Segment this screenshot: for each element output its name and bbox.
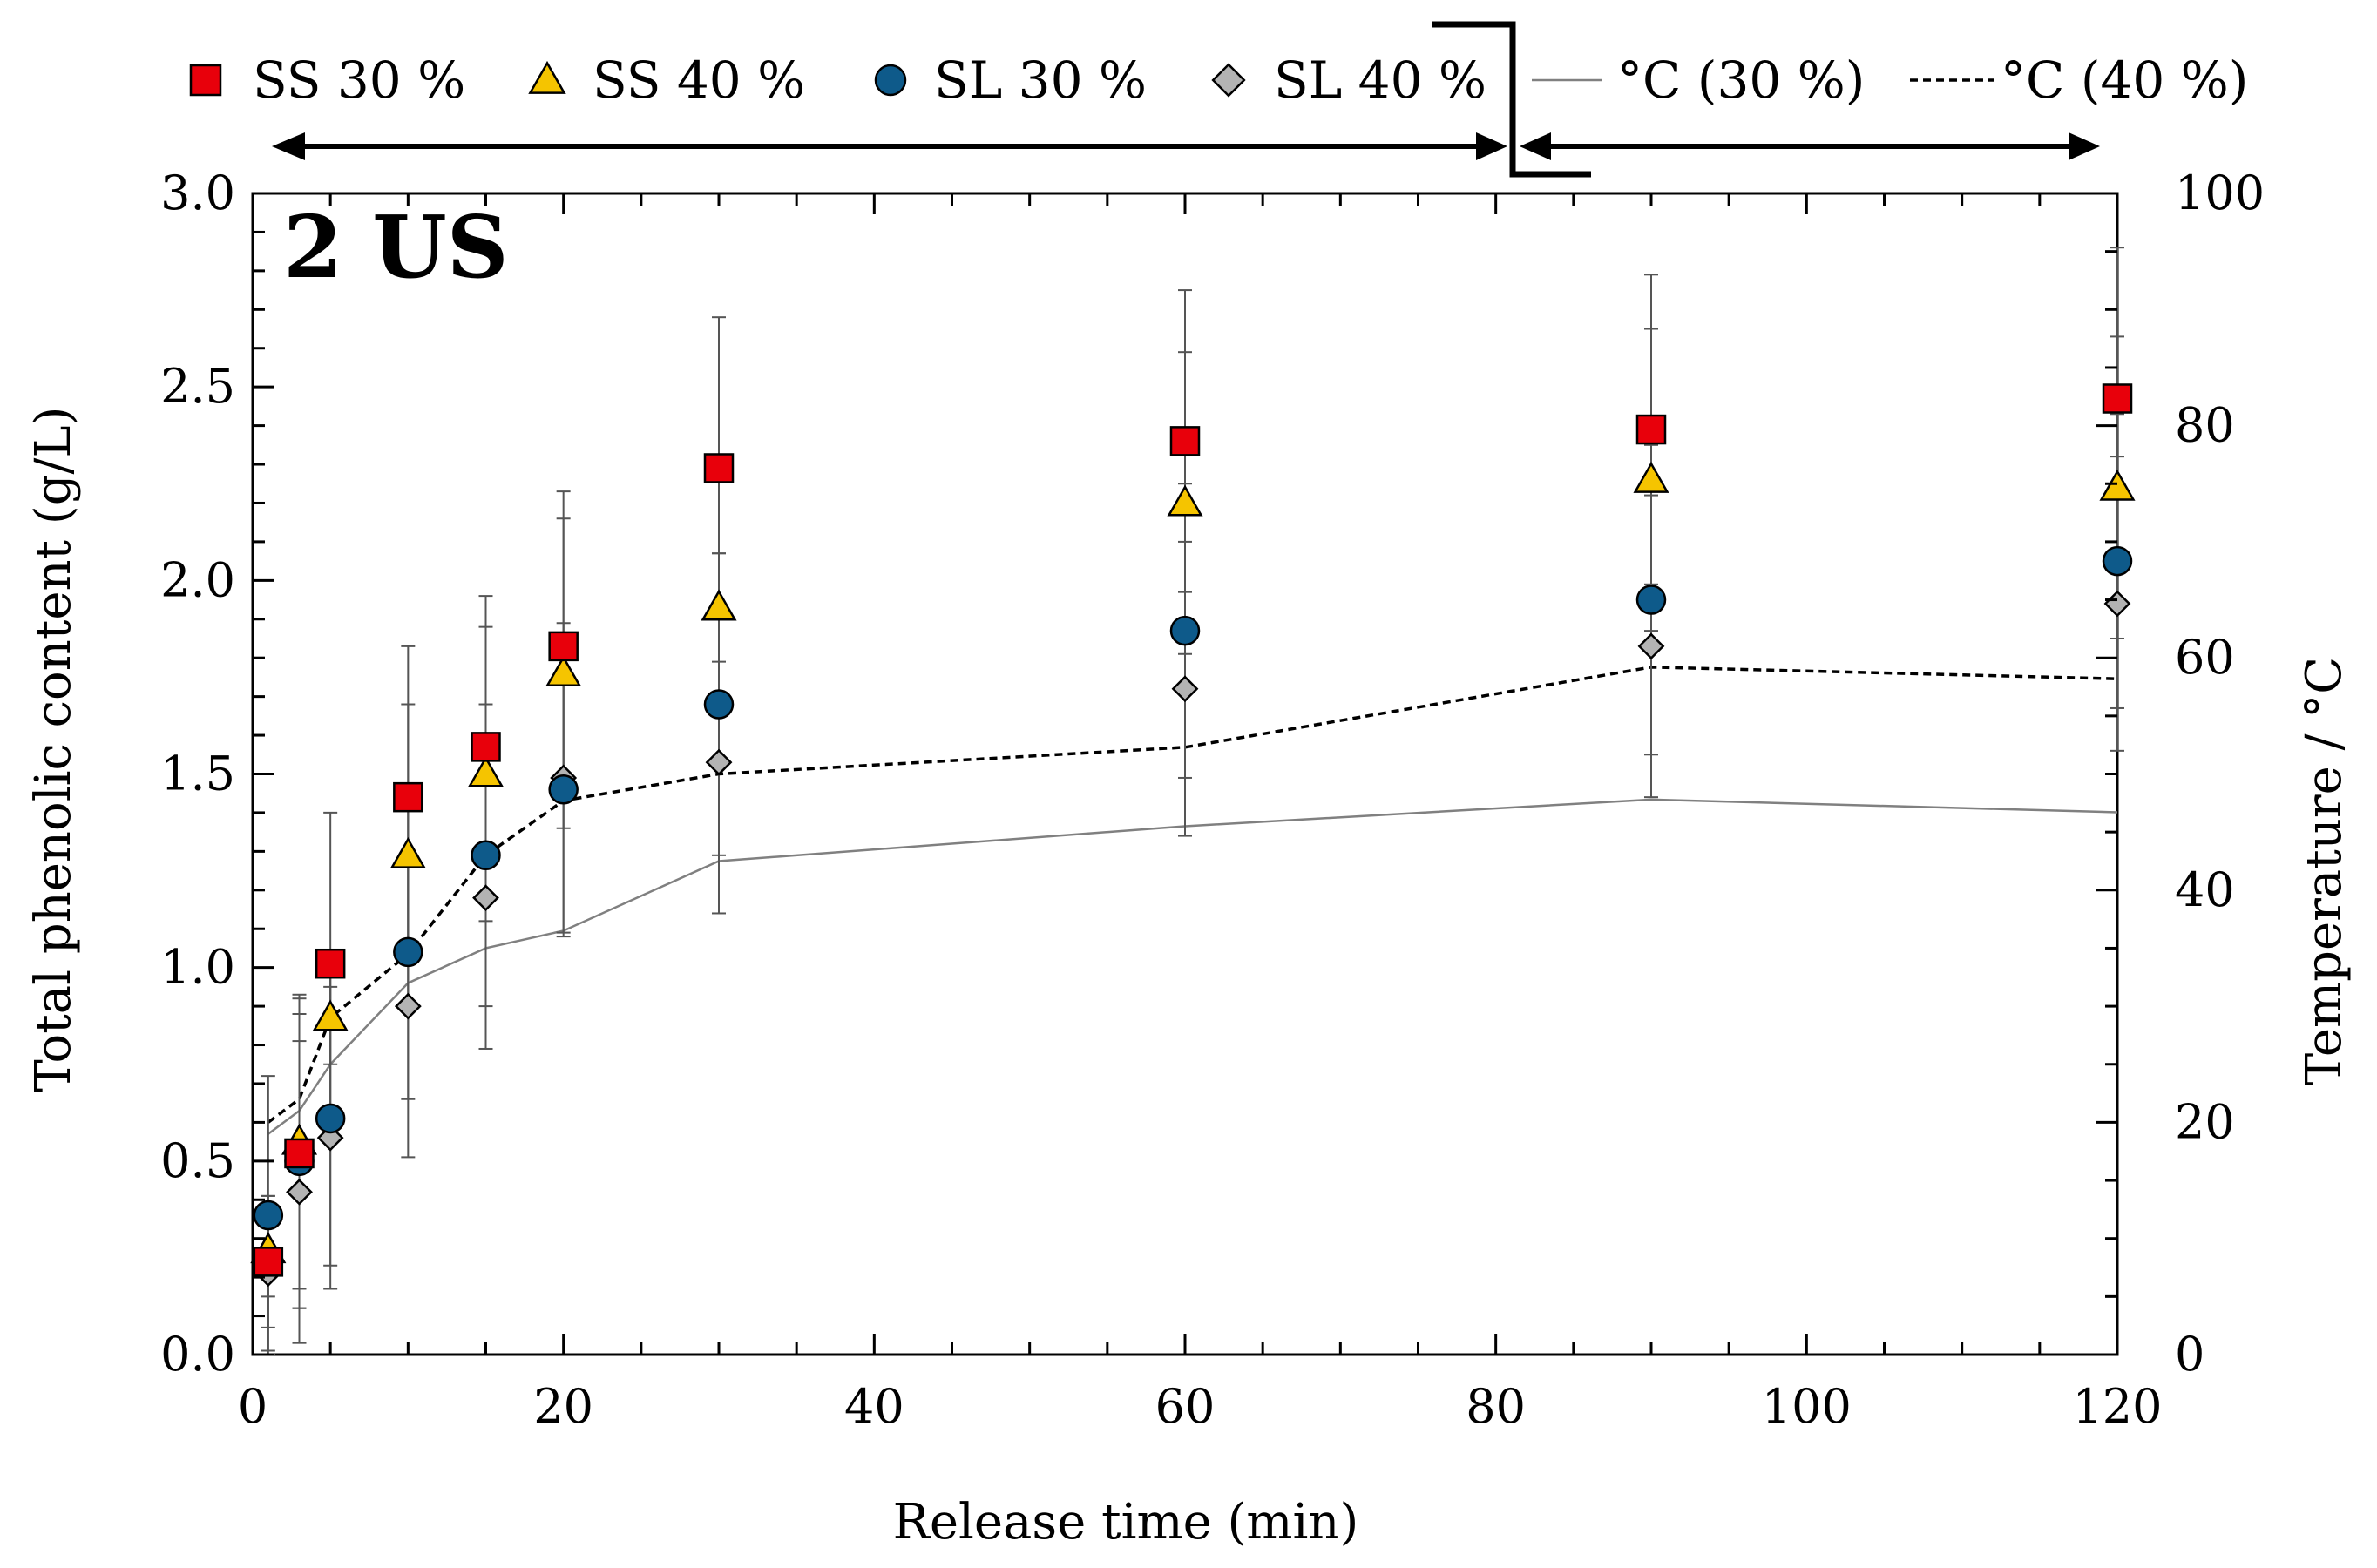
marker-sl-40: [286, 1178, 313, 1206]
marker-ss-40: [1633, 461, 1669, 493]
y-tick-label: 0.5: [160, 1133, 235, 1188]
marker-ss-30: [2102, 383, 2133, 414]
marker-ss-40: [312, 999, 349, 1031]
marker-sl-30: [393, 936, 423, 968]
y-tick-label: 1.0: [160, 940, 235, 995]
y-axis-title: Total phenolic content (g/L): [25, 407, 82, 1092]
y-tick-label: 1.5: [160, 747, 235, 801]
y2-tick-label: 80: [2175, 398, 2235, 453]
y-tick-label: 2.5: [160, 359, 235, 414]
marker-ss-30: [548, 631, 579, 662]
axis-indicator-arrows: [272, 21, 2100, 178]
marker-ss-40: [1167, 484, 1203, 517]
y2-tick-label: 0: [2175, 1327, 2204, 1382]
marker-ss-30: [1635, 414, 1667, 445]
legend: SS 30 % SS 40 % SL 30 % SL 40 % °C (30 %) °C …: [189, 51, 2248, 110]
y2-tick-label: 60: [2175, 630, 2235, 685]
marker-ss-40: [545, 655, 582, 687]
legend-label-sl-40: SL 40 %: [1274, 51, 1486, 110]
marker-ss-40: [389, 836, 426, 868]
marker-ss-40: [467, 755, 505, 787]
marker-ss-30: [1169, 426, 1201, 456]
legend-label--c-30: °C (30 %): [1617, 51, 1865, 110]
right-arrowhead-left: [1520, 132, 1551, 160]
legend-label-sl-30: SL 30 %: [934, 51, 1147, 110]
marker-sl-30: [315, 1103, 346, 1134]
x-tick-label: 20: [533, 1379, 593, 1434]
marker-sl-40: [472, 884, 499, 912]
right-arrowhead-right: [2069, 132, 2100, 160]
x-tick-label: 40: [844, 1379, 904, 1434]
axes: 0 20 40 60 80 100 120 0.0 0.5 1.0 1.5 2.0 2.5 3.0 0 20 4…: [160, 166, 2265, 1434]
marker-sl-30: [703, 689, 735, 720]
marker-sl-30: [1635, 585, 1667, 615]
y2-tick-label: 20: [2175, 1094, 2235, 1149]
left-arrowhead-right: [1476, 132, 1507, 160]
left-arrowhead-left: [272, 132, 305, 160]
marker-ss-40: [701, 589, 737, 621]
x-tick-label: 120: [2072, 1379, 2162, 1434]
marker-sl-30: [2102, 545, 2133, 577]
y-tick-label: 0.0: [160, 1327, 235, 1382]
marker-sl-40: [705, 748, 733, 776]
marker-sl-40: [1171, 675, 1199, 703]
x-axis-title: Release time (min): [893, 1494, 1359, 1551]
data-markers: [250, 383, 2136, 1288]
legend-marker-sl-30: [874, 64, 907, 97]
temperature-line-40: [267, 666, 2118, 1124]
marker-ss-40: [2099, 469, 2136, 501]
legend-marker-sl-40: [1211, 63, 1246, 98]
marker-sl-30: [1169, 615, 1201, 646]
legend-marker-ss-40: [528, 60, 566, 94]
y2-tick-label: 100: [2175, 166, 2265, 220]
legend-label-ss-30: SS 30 %: [253, 51, 465, 110]
marker-sl-40: [394, 992, 422, 1020]
x-tick-label: 100: [1762, 1379, 1852, 1434]
legend-label-ss-40: SS 40 %: [593, 51, 805, 110]
legend-marker-ss-30: [189, 64, 222, 97]
marker-sl-40: [1637, 632, 1665, 660]
x-tick-label: 80: [1466, 1379, 1526, 1434]
marker-ss-30: [703, 453, 735, 483]
marker-ss-30: [315, 948, 346, 979]
x-tick-label: 0: [238, 1379, 267, 1434]
y-tick-label: 3.0: [160, 166, 235, 220]
y2-axis-title: Temperature / °C: [2296, 657, 2353, 1085]
temperature-lines: [267, 666, 2118, 1135]
temperature-line-30: [267, 798, 2118, 1135]
marker-sl-30: [471, 840, 501, 871]
legend-axis-separator: [1432, 21, 1591, 178]
marker-ss-30: [253, 1247, 284, 1277]
legend-label--c-40: °C (40 %): [2001, 51, 2248, 110]
panel-label: 2 US: [283, 198, 509, 298]
error-bars: [261, 247, 2124, 1355]
marker-sl-30: [253, 1200, 284, 1231]
marker-ss-30: [284, 1138, 315, 1169]
marker-ss-30: [393, 781, 423, 813]
y-tick-label: 2.0: [160, 552, 235, 607]
x-tick-label: 60: [1155, 1379, 1216, 1434]
marker-sl-30: [548, 774, 579, 805]
y2-tick-label: 40: [2175, 862, 2235, 917]
marker-ss-30: [471, 732, 501, 762]
